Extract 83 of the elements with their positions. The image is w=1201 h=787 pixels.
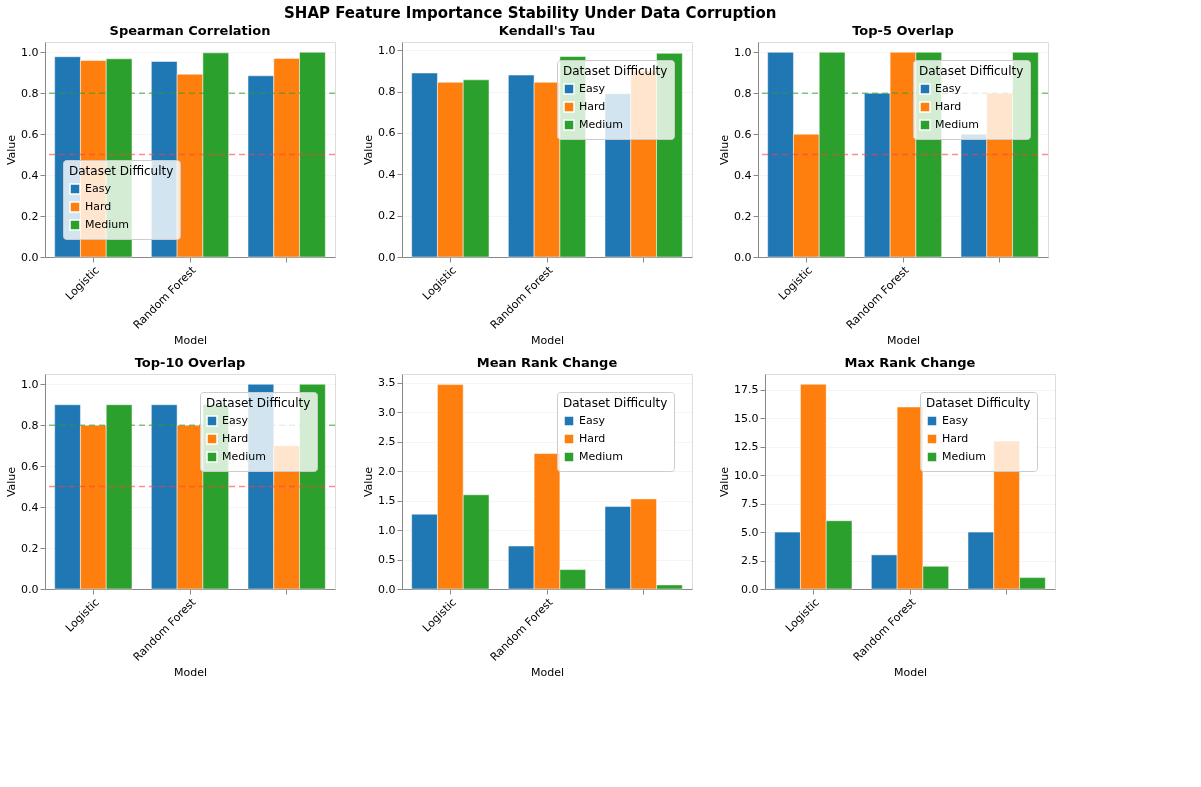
y-tick-label: 0.6 [734,127,752,141]
legend-label: Easy [935,82,962,95]
y-tick-label: 2.5 [741,554,759,568]
legend-label: Hard [85,200,112,213]
x-axis-title: Model [173,665,208,679]
chart-title: Spearman Correlation [109,23,271,38]
legend-label: Easy [579,414,606,427]
y-tick-label: 0.6 [378,126,396,140]
y-tick-label: 15.0 [734,411,759,425]
y-tick-label: 0.8 [21,86,39,100]
legend-title: Dataset Difficulty [926,396,1031,410]
legend-label: Medium [579,450,623,463]
y-tick-label: 0.0 [378,582,396,596]
y-axis-title: Value [362,134,376,166]
y-tick-label: 0.6 [21,459,39,473]
y-tick-label: 0.2 [21,209,39,223]
y-tick-label: 1.0 [21,45,39,59]
x-axis-title: Model [893,665,928,679]
y-axis-title: Value [5,134,19,166]
y-tick-label: 0.8 [378,85,396,99]
legend-label: Hard [579,432,606,445]
legend-label: Hard [222,432,249,445]
x-axis-title: Model [530,665,565,679]
legend-label: Medium [935,118,979,131]
y-tick-label: 0.2 [734,209,752,223]
chart-title: Kendall's Tau [498,23,596,38]
y-tick-label: 0.0 [21,582,39,596]
y-tick-label: 0.6 [21,127,39,141]
y-tick-label: 17.5 [734,383,759,397]
legend-label: Medium [85,218,129,231]
legend-title: Dataset Difficulty [563,64,668,78]
legend-label: Easy [942,414,969,427]
chart-title: Mean Rank Change [476,355,618,370]
legend-label: Easy [222,414,249,427]
y-tick-label: 2.0 [378,464,396,478]
y-tick-label: 3.5 [378,376,396,390]
y-tick-label: 0.8 [21,418,39,432]
y-tick-label: 0.4 [21,168,39,182]
y-tick-label: 7.5 [741,497,759,511]
y-tick-label: 0.0 [734,250,752,264]
x-axis-title: Model [530,333,565,347]
legend-label: Medium [579,118,623,131]
chart-title: Top-10 Overlap [134,355,246,370]
chart-title: Max Rank Change [844,355,976,370]
y-tick-label: 0.2 [21,541,39,555]
y-tick-label: 0.0 [21,250,39,264]
y-tick-label: 0.2 [378,209,396,223]
y-tick-label: 0.8 [734,86,752,100]
legend-label: Easy [85,182,112,195]
legend-title: Dataset Difficulty [206,396,311,410]
y-tick-label: 1.0 [378,43,396,57]
y-axis-title: Value [5,466,19,498]
y-tick-label: 12.5 [734,440,759,454]
y-axis-title: Value [718,134,732,166]
y-axis-title: Value [362,466,376,498]
x-axis-title: Model [173,333,208,347]
y-tick-label: 0.5 [378,553,396,567]
text: SHAP Feature Importance Stability Under Data Corruption [284,3,777,22]
legend-label: Hard [579,100,606,113]
y-tick-label: 2.5 [378,435,396,449]
y-tick-label: 0.0 [378,250,396,264]
y-tick-label: 10.0 [734,468,759,482]
legend-label: Hard [935,100,962,113]
legend-label: Medium [222,450,266,463]
y-tick-label: 1.0 [734,45,752,59]
y-tick-label: 0.4 [734,168,752,182]
legend-title: Dataset Difficulty [69,164,174,178]
legend-label: Easy [579,82,606,95]
y-tick-label: 1.5 [378,494,396,508]
y-tick-label: 0.0 [741,582,759,596]
y-axis-title: Value [718,466,732,498]
x-axis-title: Model [886,333,921,347]
y-tick-label: 1.0 [378,523,396,537]
y-tick-label: 1.0 [21,377,39,391]
chart-title: Top-5 Overlap [852,23,954,38]
y-tick-label: 0.4 [21,500,39,514]
legend-title: Dataset Difficulty [919,64,1024,78]
y-tick-label: 3.0 [378,405,396,419]
legend-label: Hard [942,432,969,445]
legend-title: Dataset Difficulty [563,396,668,410]
legend-label: Medium [942,450,986,463]
y-tick-label: 5.0 [741,525,759,539]
y-tick-label: 0.4 [378,167,396,181]
